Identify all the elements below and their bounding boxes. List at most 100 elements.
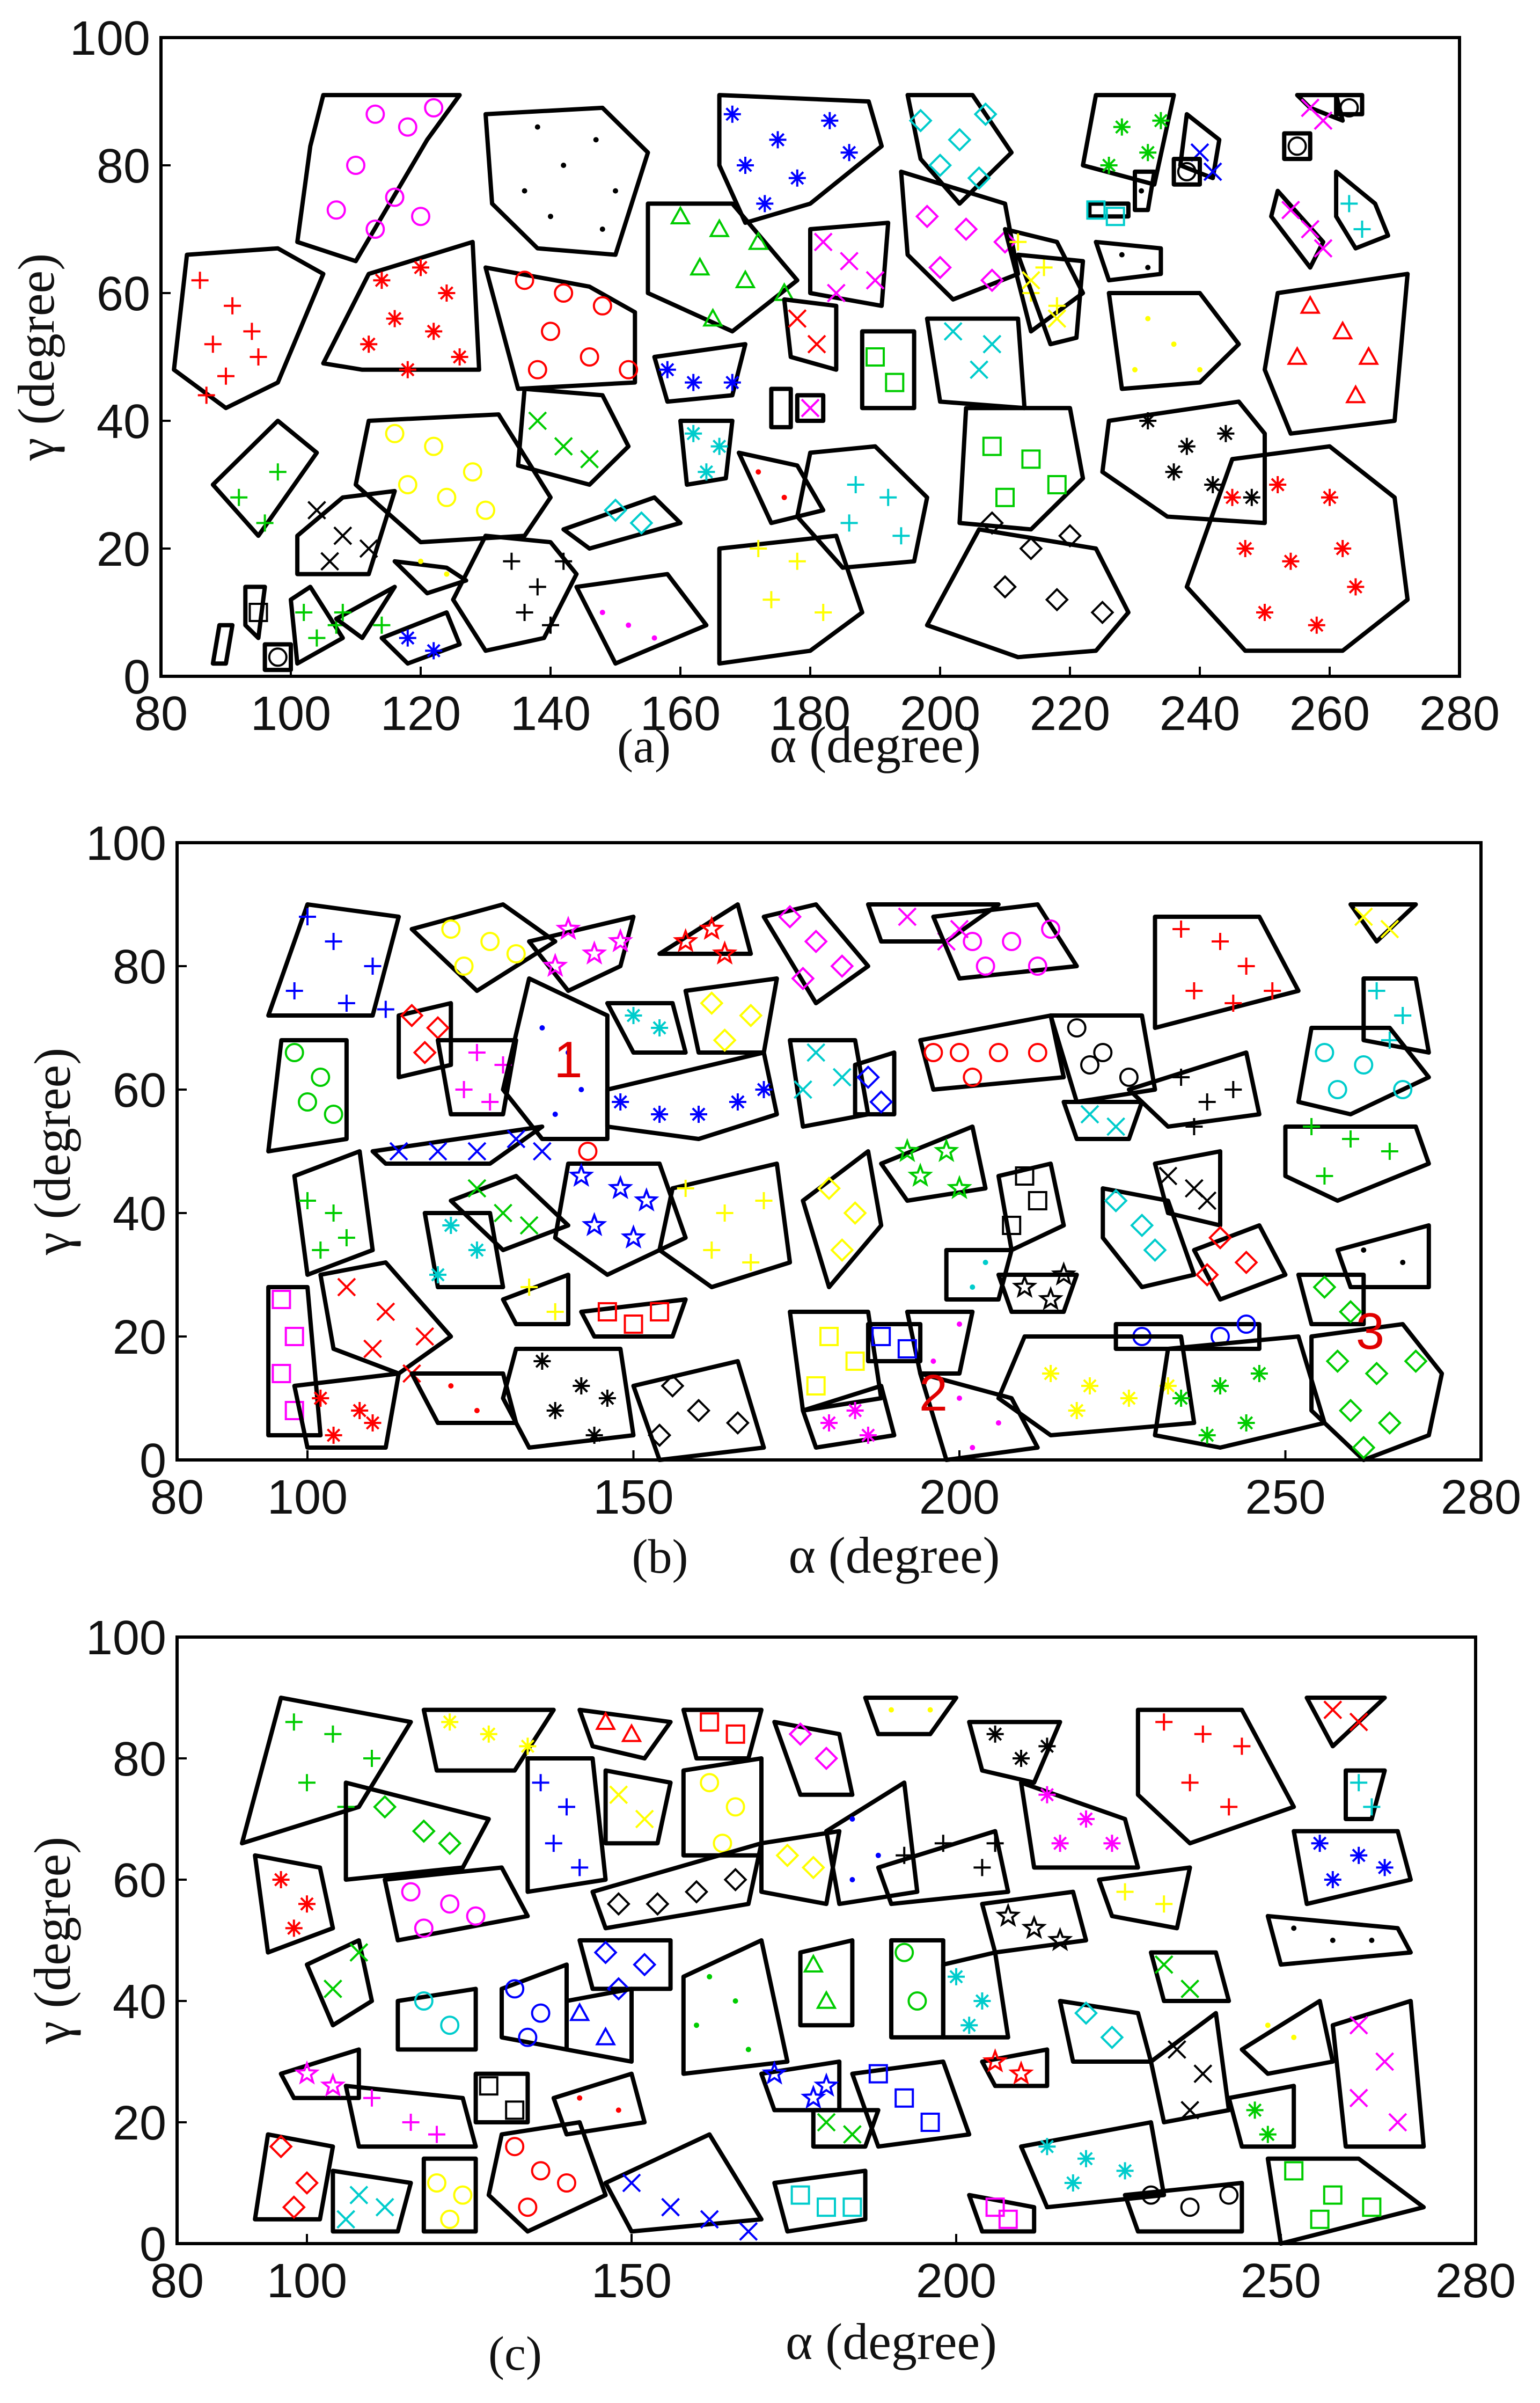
cluster — [824, 1780, 920, 1907]
cluster — [210, 419, 319, 538]
cluster-hull — [761, 902, 870, 1005]
data-point — [569, 2002, 590, 2021]
data-point — [412, 259, 429, 276]
data-point — [620, 1224, 647, 1249]
cluster — [451, 534, 579, 653]
data-point — [324, 1105, 343, 1124]
data-point — [1045, 588, 1069, 612]
data-point — [1068, 1402, 1086, 1419]
cluster-hull — [392, 559, 468, 596]
data-point — [468, 1044, 486, 1061]
data-point — [593, 1940, 618, 1964]
data-point — [1021, 449, 1041, 469]
data-point — [1051, 1835, 1069, 1852]
y-tick-label: 100 — [70, 12, 150, 65]
cluster — [1086, 200, 1131, 227]
cluster — [1330, 1999, 1426, 2149]
data-point — [646, 1892, 670, 1916]
cluster — [678, 419, 735, 487]
cluster-hull — [343, 2084, 478, 2149]
data-point — [337, 1277, 356, 1297]
data-point — [248, 603, 268, 622]
data-point — [970, 360, 989, 379]
data-point — [1300, 295, 1321, 314]
y-axis-label: γ (degree) — [24, 1048, 81, 1255]
data-point — [418, 558, 423, 564]
data-point — [308, 629, 326, 647]
cluster-hull — [980, 2047, 1050, 2088]
data-point — [982, 1260, 988, 1265]
data-point — [633, 1953, 657, 1977]
data-point — [411, 207, 430, 227]
data-point — [1342, 1130, 1359, 1148]
cluster-hull — [1003, 227, 1086, 334]
data-point — [1380, 919, 1399, 939]
data-point — [769, 131, 787, 149]
x-tick-label: 200 — [916, 2254, 996, 2308]
data-point — [1325, 1349, 1350, 1374]
cluster-hull — [1171, 157, 1202, 187]
cluster-hull — [1334, 169, 1390, 251]
cluster — [605, 1001, 688, 1055]
data-point — [670, 206, 691, 224]
cluster — [681, 1756, 764, 1858]
cluster — [243, 585, 268, 640]
data-point — [742, 1254, 760, 1271]
data-point — [505, 1979, 525, 1999]
data-point — [1177, 162, 1197, 181]
data-point — [1130, 1213, 1154, 1238]
cluster — [717, 93, 884, 225]
data-point — [710, 437, 728, 455]
cluster-hull — [553, 1162, 688, 1277]
data-point — [859, 1427, 877, 1444]
data-point — [528, 411, 547, 430]
data-point — [1323, 1700, 1343, 1720]
data-point — [1143, 1238, 1167, 1262]
data-point — [815, 604, 832, 621]
data-point — [806, 1043, 826, 1062]
cluster — [652, 342, 747, 404]
cluster-hull — [379, 610, 462, 666]
data-point — [963, 932, 982, 951]
data-point — [661, 2197, 680, 2217]
data-point — [982, 2048, 1008, 2073]
cluster — [1192, 1223, 1288, 1302]
data-point — [624, 1314, 643, 1334]
x-axis-label: α (degree) — [788, 1526, 1000, 1584]
cluster-hull — [243, 585, 267, 640]
cluster — [1100, 399, 1267, 525]
data-point — [709, 218, 730, 237]
cluster-hull — [1016, 252, 1086, 347]
data-point — [518, 2027, 538, 2047]
data-point — [1312, 1275, 1337, 1299]
cluster-hull — [681, 1756, 764, 1858]
data-point — [555, 916, 581, 940]
cluster — [501, 976, 610, 1141]
data-point — [897, 1339, 917, 1358]
data-point — [1301, 220, 1320, 239]
data-point — [505, 2137, 525, 2157]
data-point — [1352, 1435, 1376, 1460]
data-point — [735, 269, 756, 288]
cluster-hull — [1019, 1780, 1140, 1870]
cluster — [603, 2132, 764, 2241]
y-axis-label: γ (degree) — [8, 253, 65, 461]
data-point — [268, 647, 288, 667]
cluster-hull — [605, 1001, 688, 1055]
cluster — [1019, 2120, 1167, 2210]
cluster — [759, 1829, 842, 1907]
data-point — [817, 2113, 836, 2132]
cluster-hull — [717, 534, 864, 666]
cluster-hull — [899, 169, 1021, 302]
cluster-hull — [1135, 1707, 1296, 1846]
data-point — [1081, 1377, 1098, 1394]
data-point — [399, 629, 416, 647]
data-point — [894, 1138, 920, 1163]
cluster-hull — [1048, 1013, 1157, 1104]
data-point — [686, 1398, 711, 1423]
data-point — [272, 1290, 291, 1309]
cluster — [1240, 1999, 1335, 2076]
cluster-hull — [409, 1371, 518, 1425]
data-point — [325, 1204, 342, 1222]
data-point — [821, 112, 839, 129]
